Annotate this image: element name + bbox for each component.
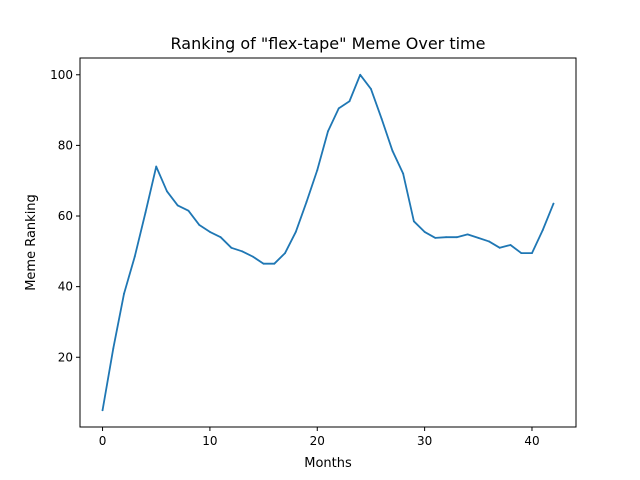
chart-title: Ranking of "flex-tape" Meme Over time — [171, 34, 486, 53]
series-line — [101, 73, 555, 412]
data-point — [112, 347, 115, 350]
data-point — [144, 211, 147, 214]
data-point — [477, 237, 480, 239]
x-tick-label: 10 — [202, 434, 217, 448]
data-point — [370, 88, 372, 90]
x-axis-label: Months — [304, 456, 352, 471]
data-point — [294, 231, 297, 233]
x-tick-label: 40 — [524, 434, 539, 448]
data-point — [423, 231, 426, 233]
data-point — [412, 220, 415, 223]
y-tick-label: 40 — [58, 280, 73, 294]
data-point — [316, 169, 319, 172]
data-point — [391, 149, 394, 152]
data-point — [198, 223, 201, 226]
data-point — [241, 250, 244, 253]
y-tick-label: 60 — [58, 209, 73, 223]
data-point — [434, 237, 437, 239]
data-point — [541, 229, 544, 232]
data-point — [488, 240, 490, 243]
data-point — [284, 252, 286, 254]
data-point — [209, 231, 211, 233]
data-point — [305, 200, 308, 203]
data-point — [262, 262, 265, 265]
data-point — [531, 252, 533, 254]
data-point — [498, 246, 501, 249]
data-point — [455, 236, 458, 239]
data-point — [380, 118, 383, 120]
y-tick-label: 20 — [58, 350, 73, 364]
data-point — [273, 262, 276, 265]
data-point — [337, 107, 340, 110]
y-axis-label: Meme Ranking — [24, 194, 39, 291]
data-point — [466, 233, 469, 236]
x-tick-label: 20 — [310, 434, 325, 448]
data-point — [123, 292, 125, 295]
data-point — [520, 252, 523, 254]
data-point — [327, 130, 329, 133]
data-point — [251, 255, 254, 258]
data-point — [359, 73, 362, 76]
data-point — [187, 209, 190, 212]
data-point — [101, 409, 104, 412]
data-point — [445, 236, 447, 239]
axis-ticks: 0 10 20 30 40 20 40 60 80 100 — [50, 68, 540, 448]
data-point — [348, 100, 351, 103]
x-tick-label: 0 — [99, 434, 107, 448]
data-point — [166, 190, 168, 193]
data-point — [176, 204, 179, 207]
y-tick-label: 100 — [50, 68, 73, 82]
data-points — [101, 73, 555, 412]
data-point — [219, 236, 222, 239]
data-point — [155, 165, 158, 168]
data-point — [133, 255, 136, 258]
data-point — [509, 244, 512, 246]
plot-area-frame — [79, 57, 577, 428]
data-point — [402, 172, 405, 175]
data-point — [552, 202, 555, 205]
x-tick-label: 30 — [417, 434, 432, 448]
y-tick-label: 80 — [58, 138, 73, 152]
data-point — [230, 246, 233, 249]
